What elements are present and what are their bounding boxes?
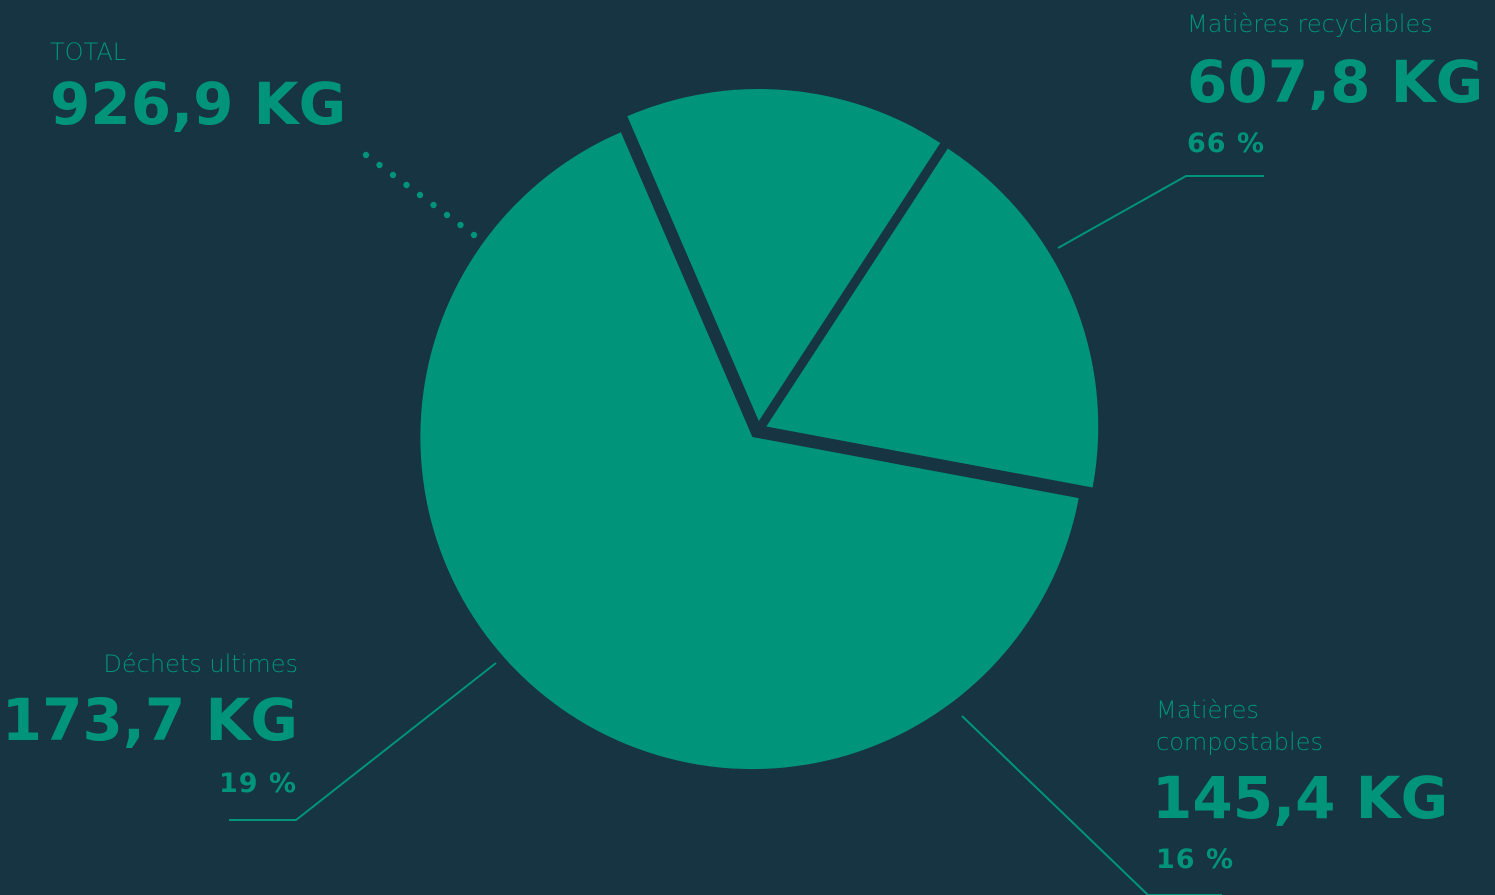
total-leader-dot [403, 181, 410, 189]
slice-recyclables [420, 132, 1079, 770]
total-leader-dot [470, 231, 478, 239]
slice-compostables [627, 89, 941, 421]
recyclables-value: 607,8 KG [1187, 48, 1484, 116]
total-leader-dot [430, 201, 437, 209]
leader-line-compostables [961, 715, 1222, 895]
recyclables-label: Matières recyclables [1187, 10, 1433, 38]
compostables-value: 145,4 KG [1152, 764, 1449, 832]
dechets-label: Déchets ultimes [103, 650, 298, 678]
compostables-percent: 16 % [1156, 844, 1235, 875]
compostables-label: Matières compostables [1156, 696, 1323, 756]
total-leader-dot [457, 221, 464, 229]
leader-line-recyclables [1057, 175, 1264, 249]
total-leader-dot [362, 151, 370, 159]
slice-dechets-ultimes [766, 148, 1099, 488]
recyclables-percent: 66 % [1187, 128, 1266, 159]
leader-line-dechets-ultimes [229, 662, 497, 821]
dechets-value: 173,7 KG [1, 686, 298, 754]
total-leader-dot [389, 171, 397, 179]
total-dotted-leader [362, 151, 478, 239]
total-leader-dot [443, 211, 451, 219]
total-value: 926,9 KG [50, 70, 347, 138]
total-leader-dot [376, 161, 383, 169]
total-leader-dot [416, 191, 424, 199]
total-label: TOTAL [50, 38, 127, 66]
dechets-percent: 19 % [218, 768, 297, 799]
